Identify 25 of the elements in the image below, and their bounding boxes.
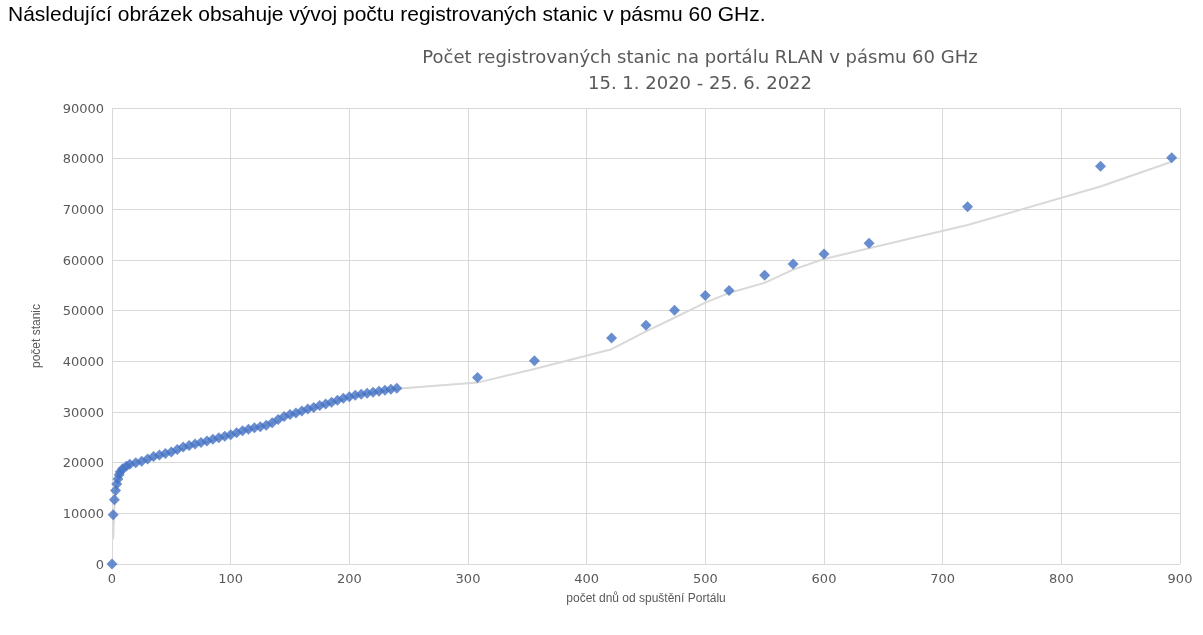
x-tick-label: 600 [811, 571, 837, 586]
y-tick-label: 30000 [62, 404, 104, 420]
y-tick-label: 70000 [62, 201, 104, 217]
chart-title: Počet registrovaných stanic na portálu RLAN v pásmu 60 GHz [422, 45, 978, 67]
chart-subtitle: 15. 1. 2020 - 25. 6. 2022 [587, 71, 813, 93]
y-tick-label: 20000 [62, 455, 104, 471]
x-tick-label: 100 [218, 571, 244, 586]
x-axis-title: počet dnů od spuštění Portálu [566, 591, 726, 605]
y-tick-label: 90000 [62, 100, 104, 116]
text: Následující obrázek obsahuje vývoj počtu registrovaných stanic v pásmu 60 GHz. [8, 2, 766, 26]
y-axis-title: počet stanic [29, 303, 43, 369]
x-tick-label: 400 [574, 571, 600, 586]
y-tick-label: 0 [95, 556, 104, 572]
y-tick-label: 50000 [62, 303, 104, 319]
x-tick-label: 0 [107, 571, 117, 586]
y-tick-label: 60000 [62, 252, 104, 268]
y-tick-label: 40000 [62, 353, 104, 369]
y-tick-label: 80000 [62, 151, 104, 167]
x-tick-label: 700 [930, 571, 956, 586]
x-tick-label: 200 [336, 571, 362, 586]
y-tick-label: 10000 [62, 505, 104, 521]
x-tick-label: 800 [1048, 571, 1074, 586]
x-tick-label: 300 [455, 571, 481, 586]
x-tick-label: 500 [692, 571, 718, 586]
x-tick-label: 900 [1167, 571, 1193, 586]
